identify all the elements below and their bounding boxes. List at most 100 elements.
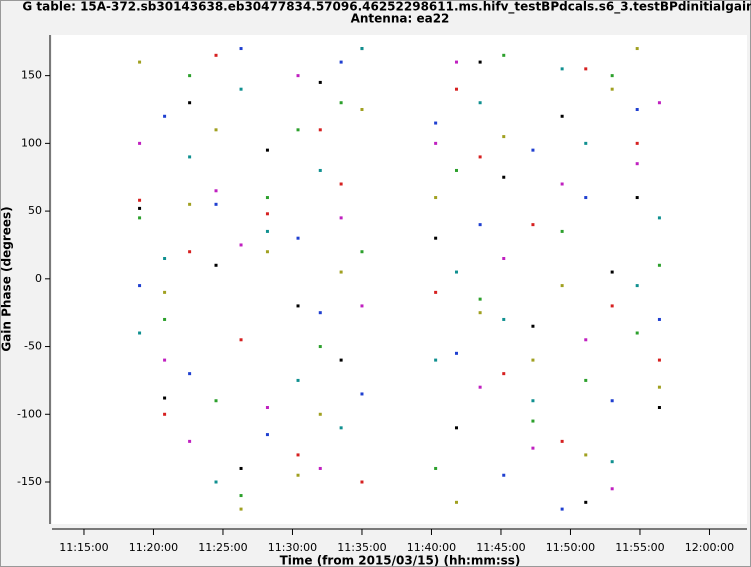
y-tick-label: -100 (17, 407, 42, 420)
point (502, 53, 506, 57)
x-tick-label: 11:50:00 (546, 541, 595, 554)
point (163, 358, 167, 362)
y-tick-label: -50 (24, 340, 42, 353)
point (502, 175, 506, 179)
point (188, 372, 192, 376)
point (265, 406, 269, 410)
point (296, 236, 300, 240)
point (265, 229, 269, 233)
point (434, 290, 438, 294)
point (478, 60, 482, 64)
point (560, 182, 564, 186)
point (560, 439, 564, 443)
point (188, 439, 192, 443)
x-tick-label: 11:35:00 (337, 541, 386, 554)
point (531, 148, 535, 152)
point (560, 284, 564, 288)
point (339, 101, 343, 105)
point (138, 60, 142, 64)
point (239, 47, 243, 51)
x-tick-label: 11:40:00 (407, 541, 456, 554)
point (265, 433, 269, 437)
y-tick-label: 0 (35, 272, 42, 285)
point (531, 446, 535, 450)
point (560, 229, 564, 233)
point (478, 155, 482, 159)
point (454, 60, 458, 64)
point (502, 317, 506, 321)
point (610, 270, 614, 274)
point (239, 338, 243, 342)
y-tick-label: -150 (17, 475, 42, 488)
point (214, 480, 218, 484)
x-tick-label: 11:30:00 (268, 541, 317, 554)
x-tick-label: 11:20:00 (129, 541, 178, 554)
point (239, 466, 243, 470)
chart-title: G table: 15A-372.sb30143638.eb30477834.5… (22, 0, 751, 15)
point (434, 141, 438, 145)
point (610, 487, 614, 491)
point (138, 284, 142, 288)
point (360, 480, 364, 484)
point (265, 212, 269, 216)
point (318, 128, 322, 132)
point (502, 372, 506, 376)
y-tick-label: 150 (21, 69, 42, 82)
point (584, 378, 588, 382)
point (657, 358, 661, 362)
point (318, 345, 322, 349)
point (531, 223, 535, 227)
point (339, 60, 343, 64)
point (610, 87, 614, 91)
point (239, 507, 243, 511)
point (502, 473, 506, 477)
point (265, 148, 269, 152)
point (163, 412, 167, 416)
y-tick-label: 100 (21, 136, 42, 149)
point (635, 331, 639, 335)
point (635, 108, 639, 112)
x-tick-label: 11:55:00 (615, 541, 664, 554)
point (138, 141, 142, 145)
point (265, 250, 269, 254)
point (478, 223, 482, 227)
point (296, 74, 300, 78)
point (360, 108, 364, 112)
point (239, 87, 243, 91)
point (214, 128, 218, 132)
point (584, 338, 588, 342)
point (214, 263, 218, 267)
point (434, 236, 438, 240)
point (657, 216, 661, 220)
point (610, 304, 614, 308)
point (318, 466, 322, 470)
point (188, 202, 192, 206)
point (454, 500, 458, 504)
point (635, 284, 639, 288)
point (339, 426, 343, 430)
point (531, 399, 535, 403)
point (239, 243, 243, 247)
point (560, 67, 564, 71)
point (214, 189, 218, 193)
point (188, 155, 192, 159)
point (163, 114, 167, 118)
point (610, 74, 614, 78)
x-tick-label: 12:00:00 (685, 541, 734, 554)
point (239, 494, 243, 498)
point (584, 196, 588, 200)
x-tick-label: 11:25:00 (198, 541, 247, 554)
point (339, 216, 343, 220)
point (502, 257, 506, 261)
x-tick-label: 11:15:00 (59, 541, 108, 554)
point (454, 426, 458, 430)
point (454, 87, 458, 91)
point (657, 385, 661, 389)
point (584, 141, 588, 145)
point (657, 263, 661, 267)
point (657, 406, 661, 410)
point (188, 74, 192, 78)
y-axis-label: Gain Phase (degrees) (0, 206, 14, 351)
point (138, 331, 142, 335)
